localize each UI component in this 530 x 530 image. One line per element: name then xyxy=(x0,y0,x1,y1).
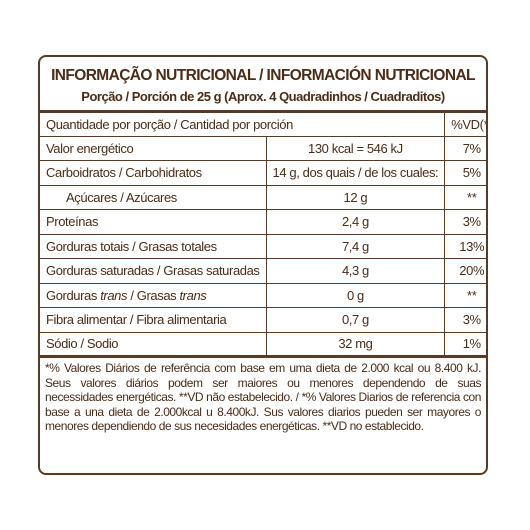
nutrient-dv: 5% xyxy=(444,160,486,186)
label-part: trans xyxy=(100,287,128,303)
nutrient-amount: 130 kcal = 546 kJ xyxy=(265,135,446,161)
nutrient-label: Fibra alimentar / Fibra alimentaria xyxy=(40,307,267,333)
label-part: Carboidratos / Carbohidratos xyxy=(46,165,202,181)
nutrient-label: Gorduras totais / Grasas totales xyxy=(40,233,267,259)
label-part: Valor energético xyxy=(46,140,134,156)
nutrition-panel: INFORMAÇÃO NUTRICIONAL / INFORMACIÓN NUT… xyxy=(38,55,488,475)
label-part: Sódio / Sodio xyxy=(46,336,119,352)
nutrient-amount: 32 mg xyxy=(265,331,446,357)
nutrient-label: Valor energético xyxy=(40,135,267,161)
header-row: Quantidade por porção / Cantidad por por… xyxy=(40,111,486,137)
label-part: Gorduras totais / Grasas totales xyxy=(46,238,217,254)
nutrient-label: Gorduras trans / Grasas trans xyxy=(40,282,267,308)
header-cell: %VD(*) xyxy=(444,111,486,137)
nutrition-table: Quantidade por porção / Cantidad por por… xyxy=(40,110,486,358)
nutrient-dv: 3% xyxy=(444,307,486,333)
nutrient-dv: 20% xyxy=(444,258,486,284)
footnote: *% Valores Diários de referência com bas… xyxy=(45,361,481,434)
header-cell: Quantidade por porção / Cantidad por por… xyxy=(40,111,446,137)
nutrient-row: Gorduras saturadas / Grasas saturadas 4,3… xyxy=(40,258,486,284)
nutrient-dv: ** xyxy=(444,184,486,210)
nutrient-dv: 13% xyxy=(444,233,486,259)
label-part: / Grasas xyxy=(127,287,180,303)
label-part: trans xyxy=(179,287,207,303)
nutrient-row: Carboidratos / Carbohidratos 14 g, dos qu… xyxy=(40,160,486,186)
nutrient-dv: 7% xyxy=(444,135,486,161)
nutrient-amount: 0,7 g xyxy=(265,307,446,333)
nutrient-amount: 0 g xyxy=(265,282,446,308)
label-part: Proteínas xyxy=(46,214,99,230)
nutrient-row: Sódio / Sodio 32 mg 1% xyxy=(40,331,486,357)
nutrient-row: Valor energético 130 kcal = 546 kJ 7% xyxy=(40,135,486,161)
label-part: Fibra alimentar / Fibra alimentaria xyxy=(46,312,227,328)
nutrient-label: Gorduras saturadas / Grasas saturadas xyxy=(40,258,267,284)
nutrient-row: Proteínas 2,4 g 3% xyxy=(40,209,486,235)
nutrient-label: Açúcares / Azúcares xyxy=(40,184,267,210)
nutrient-amount: 12 g xyxy=(265,184,446,210)
nutrient-amount: 7,4 g xyxy=(265,233,446,259)
subtitle: Porção / Porción de 25 g (Aprox. 4 Quadr… xyxy=(81,89,445,104)
nutrient-row: Gorduras trans / Grasas trans 0 g ** xyxy=(40,282,486,308)
label-part: Açúcares / Azúcares xyxy=(66,189,177,205)
label-part: Gorduras xyxy=(46,287,101,303)
nutrient-label: Sódio / Sodio xyxy=(40,331,267,357)
label-part: Gorduras saturadas / Grasas saturadas xyxy=(46,263,260,279)
nutrient-row: Fibra alimentar / Fibra alimentaria 0,7 g… xyxy=(40,307,486,333)
nutrient-row: Açúcares / Azúcares 12 g ** xyxy=(40,184,486,210)
nutrient-amount: 2,4 g xyxy=(265,209,446,235)
nutrient-label: Carboidratos / Carbohidratos xyxy=(40,160,267,186)
nutrient-row: Gorduras totais / Grasas totales 7,4 g 13% xyxy=(40,233,486,259)
nutrient-amount: 14 g, dos quais / de los cuales: xyxy=(265,160,446,186)
nutrient-dv: 1% xyxy=(444,331,486,357)
title: INFORMAÇÃO NUTRICIONAL / INFORMACIÓN NUT… xyxy=(51,67,475,84)
nutrient-label: Proteínas xyxy=(40,209,267,235)
nutrient-amount: 4,3 g xyxy=(265,258,446,284)
nutrient-dv: 3% xyxy=(444,209,486,235)
nutrient-dv: ** xyxy=(444,282,486,308)
